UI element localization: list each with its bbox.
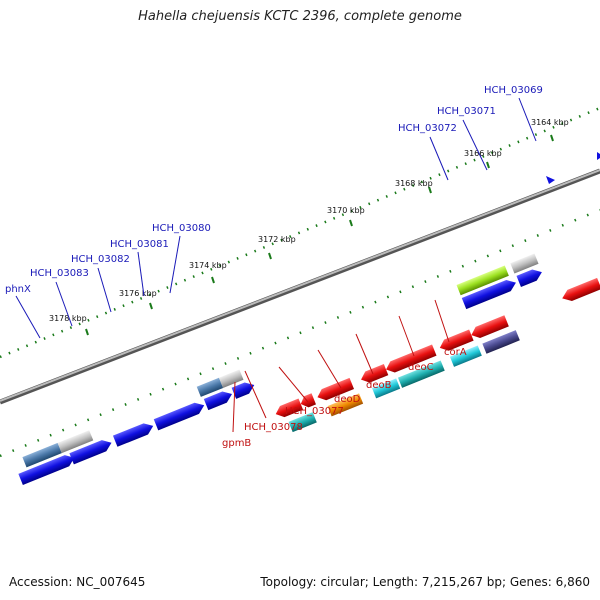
gene-bar[interactable]	[482, 330, 520, 354]
gene-arrow[interactable]	[384, 344, 437, 376]
map-title: Hahella chejuensis KCTC 2396, complete g…	[138, 9, 462, 24]
forward-leader-lines	[15, 97, 537, 339]
gene-bar[interactable]	[397, 360, 445, 388]
gene-arrow[interactable]	[112, 420, 156, 447]
gene-label-hch-03080[interactable]: HCH_03080	[152, 223, 211, 234]
gene-label-phnx[interactable]: phnX	[5, 284, 31, 295]
gene-arrow[interactable]	[231, 379, 257, 399]
gene-label-hch-03078[interactable]: HCH_03078	[244, 422, 303, 433]
gene-arrow[interactable]	[69, 437, 113, 465]
gene-bar[interactable]	[57, 430, 94, 454]
gene-bar[interactable]	[449, 345, 482, 367]
gene-label-deod[interactable]: deoD	[334, 394, 361, 405]
gene-bar[interactable]	[196, 377, 224, 397]
inner-tick-track	[0, 208, 600, 458]
coord-label: 3168 kbp	[395, 179, 433, 188]
gene-arrow[interactable]	[560, 277, 600, 304]
gene-arrow[interactable]	[438, 329, 474, 354]
coord-label: 3176 kbp	[119, 289, 157, 298]
coord-label: 3166 kbp	[464, 149, 502, 158]
gene-label-cora[interactable]: corA	[444, 347, 467, 358]
gene-bar[interactable]	[372, 378, 401, 399]
topology-text: Topology: circular; Length: 7,215,267 bp…	[260, 575, 590, 589]
gene-label-deob[interactable]: deoB	[366, 380, 392, 391]
coord-label: 3164 kbp	[531, 118, 569, 127]
gene-marker[interactable]	[546, 176, 555, 184]
gene-label-deoc[interactable]: deoC	[408, 362, 434, 373]
gene-arrow[interactable]	[203, 388, 234, 411]
gene-bar[interactable]	[288, 412, 317, 433]
gene-arrow[interactable]	[359, 363, 389, 385]
gene-bar[interactable]	[327, 393, 364, 417]
gene-arrow[interactable]	[18, 452, 76, 486]
gene-label-hch-03072[interactable]: HCH_03072	[398, 123, 457, 134]
gene-bar[interactable]	[218, 369, 244, 388]
gene-label-hch-03077[interactable]: HCH_03077	[285, 406, 344, 417]
gene-label-hch-03081[interactable]: HCH_03081	[110, 239, 169, 250]
coord-label: 3174 kbp	[189, 261, 227, 270]
gene-label-hch-03082[interactable]: HCH_03082	[71, 254, 130, 265]
gene-arrow[interactable]	[315, 377, 355, 403]
gene-arrow[interactable]	[299, 393, 316, 409]
outer-tick-track	[0, 106, 600, 359]
gene-arrow[interactable]	[461, 277, 518, 310]
gene-bar[interactable]	[456, 265, 509, 296]
gene-label-hch-03071[interactable]: HCH_03071	[437, 106, 496, 117]
coord-label: 3170 kbp	[327, 206, 365, 215]
gene-marker[interactable]	[597, 152, 600, 160]
gene-arrow[interactable]	[153, 400, 207, 431]
accession-text: Accession: NC_007645	[9, 575, 146, 589]
genome-backbone-highlight	[0, 169, 600, 402]
gene-arrow[interactable]	[273, 398, 304, 419]
gene-label-gpmb[interactable]: gpmB	[222, 438, 251, 449]
gene-bar[interactable]	[510, 253, 539, 274]
gene-arrow[interactable]	[469, 315, 509, 340]
gene-arrow[interactable]	[516, 267, 544, 288]
gene-label-hch-03083[interactable]: HCH_03083	[30, 268, 89, 279]
outer-major-ticks	[85, 134, 554, 336]
coord-label: 3178 kbp	[49, 314, 87, 323]
gene-label-hch-03069[interactable]: HCH_03069	[484, 85, 543, 96]
gene-bar[interactable]	[22, 442, 62, 468]
reverse-leader-lines	[232, 299, 450, 433]
coord-label: 3172 kbp	[258, 235, 296, 244]
